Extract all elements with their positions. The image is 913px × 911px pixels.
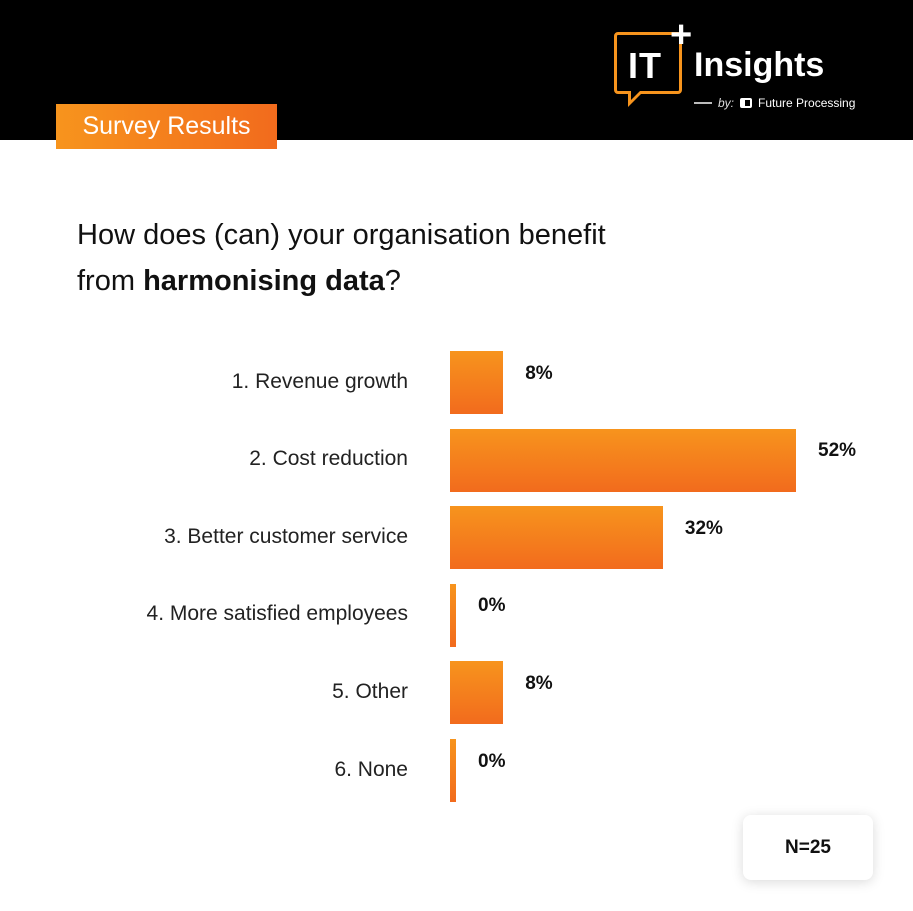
data-label: 32% [684, 517, 723, 539]
byline-company: Future Processing [758, 96, 856, 110]
data-label: 0% [478, 595, 506, 617]
bar [450, 351, 504, 414]
bar [450, 428, 796, 492]
question-line-2-bold: harmonising data [143, 265, 385, 297]
data-label: 8% [525, 362, 553, 384]
logo-byline: by: Future Processing [694, 95, 855, 111]
bar [450, 506, 663, 570]
data-label: 0% [478, 750, 506, 772]
bar [450, 583, 456, 647]
bar [450, 739, 456, 802]
it-insights-logo: IT + Insights by: Future Processing [610, 14, 870, 120]
logo-plus-icon: + [670, 14, 693, 56]
question-line-2-suffix: ? [384, 265, 401, 297]
category-label: 1. Revenue growth [231, 369, 408, 393]
category-label: 4. More satisfied employees [146, 602, 408, 626]
category-label: 6. None [334, 757, 408, 781]
data-label: 52% [818, 440, 857, 462]
question-line-2-prefix: from [77, 265, 144, 297]
logo-it-text: IT [628, 45, 662, 86]
data-label: 8% [525, 672, 553, 694]
byline-dash [694, 102, 712, 104]
byline-by: by: [718, 96, 735, 110]
question-line-2: from harmonising data? [77, 258, 777, 304]
logo-insights-text: Insights [694, 46, 825, 84]
logo-speech-bubble-icon [614, 32, 682, 94]
bar-chart: 1. Revenue growth 8% 2. Cost reduction 52% 3… [0, 340, 913, 820]
question-line-1: How does (can) your organisation benefit [77, 219, 606, 251]
survey-results-badge: Survey Results [56, 104, 277, 149]
sample-size-box: N=25 [743, 815, 873, 880]
logo-bubble-tail-inner [631, 91, 640, 100]
bar [450, 661, 504, 725]
category-label: 2. Cost reduction [249, 447, 408, 471]
category-label: 5. Other [332, 679, 408, 703]
category-label: 3. Better customer service [164, 524, 408, 548]
question-title: How does (can) your organisation benefit… [77, 212, 777, 304]
future-processing-icon [740, 98, 753, 108]
